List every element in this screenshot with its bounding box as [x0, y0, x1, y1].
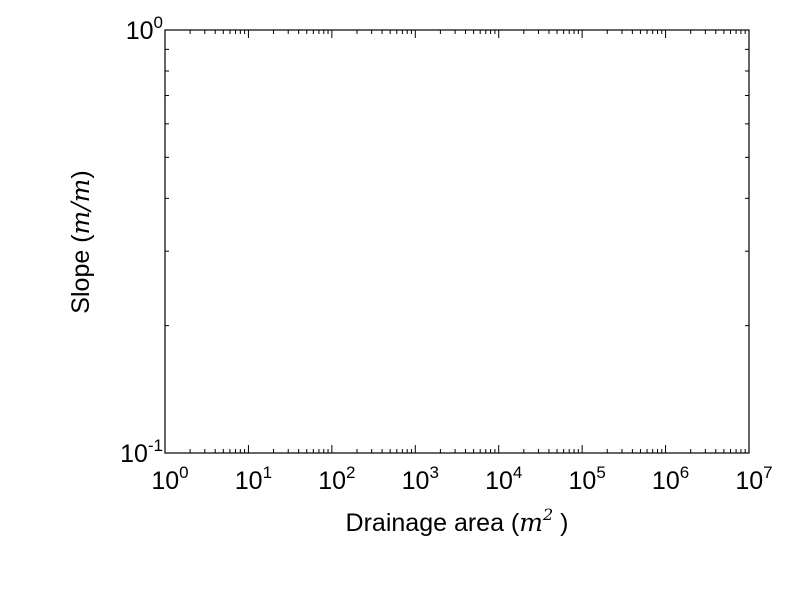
- x-axis-label: Drainage area (m2 ): [346, 505, 569, 537]
- x-axis-unit-exponent: 2: [542, 505, 553, 524]
- x-tick-label-exponent: 2: [346, 463, 355, 482]
- x-tick-label: 107: [735, 463, 772, 495]
- x-axis-unit-base: m: [519, 508, 543, 537]
- x-tick-label-exponent: 4: [513, 463, 522, 482]
- x-tick-label-base: 10: [652, 467, 680, 495]
- x-tick-label-exponent: 5: [596, 463, 605, 482]
- y-axis-label-suffix: ): [67, 170, 95, 178]
- y-axis-label: Slope (m/m): [66, 170, 95, 313]
- x-tick-label: 104: [485, 463, 522, 495]
- x-tick-label-base: 10: [402, 467, 430, 495]
- x-tick-label-exponent: 6: [680, 463, 689, 482]
- x-tick-label-exponent: 0: [179, 463, 188, 482]
- x-tick-label-exponent: 3: [429, 463, 438, 482]
- x-tick-label: 103: [402, 463, 439, 495]
- x-tick-label-exponent: 1: [263, 463, 272, 482]
- x-tick-label-base: 10: [151, 467, 179, 495]
- y-tick-label-base: 10: [120, 440, 148, 468]
- x-tick-label-base: 10: [735, 467, 763, 495]
- x-tick-label-exponent: 7: [763, 463, 772, 482]
- y-axis-unit: m/m: [66, 179, 95, 235]
- y-tick-label: 100: [126, 13, 163, 45]
- x-tick-label: 101: [235, 463, 272, 495]
- minor-ticks: [165, 30, 749, 453]
- x-tick-label: 100: [151, 463, 188, 495]
- x-axis-label-suffix: ): [553, 509, 568, 537]
- plot-background: [165, 30, 749, 453]
- x-tick-label: 105: [569, 463, 606, 495]
- y-tick-label-exponent: -1: [148, 436, 163, 455]
- x-axis-label-prefix: Drainage area (: [346, 509, 520, 537]
- x-tick-labels: 100 101 102 103 104 105 106 107: [151, 463, 772, 495]
- plot-frame: [164, 29, 750, 454]
- y-tick-label-exponent: 0: [154, 13, 163, 32]
- x-tick-label: 106: [652, 463, 689, 495]
- x-tick-label-base: 10: [235, 467, 263, 495]
- x-tick-label-base: 10: [569, 467, 597, 495]
- y-tick-label-base: 10: [126, 17, 154, 45]
- x-tick-label-base: 10: [485, 467, 513, 495]
- y-axis-label-prefix: Slope (: [67, 234, 95, 314]
- x-tick-label: 102: [318, 463, 355, 495]
- x-tick-label-base: 10: [318, 467, 346, 495]
- y-tick-label: 10-1: [120, 436, 163, 468]
